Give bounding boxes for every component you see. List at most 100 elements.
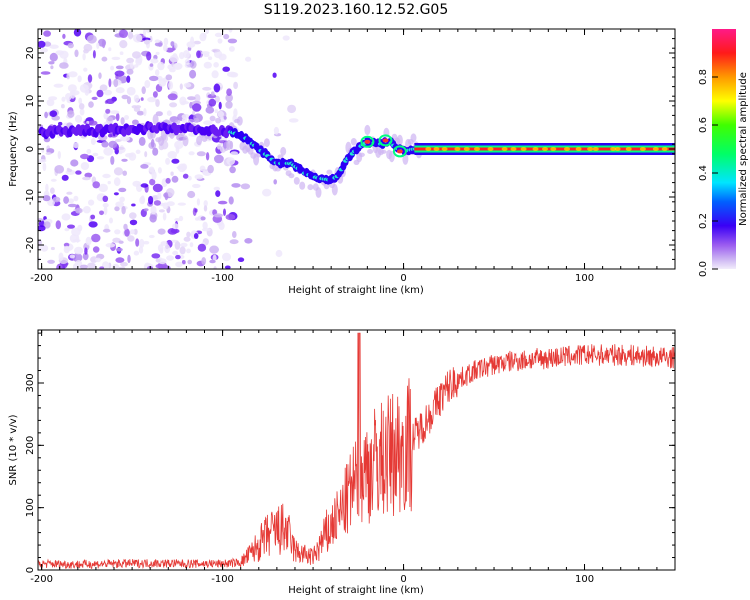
- ridge-halo: [215, 117, 222, 124]
- noise-speckle: [135, 149, 141, 154]
- noise-speckle: [74, 49, 79, 58]
- noise-speckle: [107, 180, 111, 185]
- noise-speckle: [163, 44, 168, 52]
- noise-speckle: [67, 224, 75, 229]
- noise-speckle: [79, 108, 85, 116]
- noise-speckle: [193, 40, 201, 45]
- noise-speckle: [120, 262, 128, 267]
- noise-speckle: [109, 110, 120, 115]
- noise-speckle: [174, 218, 181, 222]
- noise-speckle: [215, 190, 221, 198]
- noise-speckle: [182, 173, 189, 179]
- spectrogram-content: [38, 29, 675, 269]
- carrier-bead: [425, 147, 432, 151]
- noise-speckle: [92, 246, 100, 253]
- noise-speckle: [226, 88, 233, 96]
- noise-speckle: [228, 196, 234, 205]
- noise-speckle: [195, 217, 200, 221]
- noise-speckle: [228, 46, 235, 52]
- noise-speckle: [63, 245, 70, 254]
- ridge-halo: [358, 152, 365, 157]
- noise-speckle: [84, 172, 93, 178]
- noise-speckle: [149, 178, 156, 186]
- spectrogram-xtick-label: -200: [30, 273, 53, 284]
- noise-speckle: [143, 108, 147, 117]
- ridge-halo: [196, 135, 203, 146]
- noise-speckle: [189, 242, 194, 248]
- noise-speckle: [133, 250, 140, 256]
- noise-speckle: [133, 94, 140, 103]
- noise-speckle: [63, 242, 70, 247]
- noise-speckle: [157, 228, 166, 235]
- noise-speckle: [86, 149, 92, 154]
- snr-ylabel: SNR (10 * v/v): [8, 414, 19, 485]
- ridge-loop-core: [396, 149, 403, 154]
- noise-speckle: [73, 142, 80, 149]
- carrier-bead: [661, 147, 668, 151]
- colorbar-ticks: 0.0 0.2 0.4 0.6 0.8: [698, 69, 718, 277]
- noise-speckle: [129, 219, 138, 226]
- noise-speckle: [262, 188, 272, 197]
- noise-speckle: [87, 74, 93, 83]
- noise-speckle: [49, 52, 58, 62]
- ridge-halo: [182, 135, 189, 147]
- noise-speckle: [233, 108, 238, 118]
- noise-speckle: [38, 159, 47, 163]
- noise-speckle: [225, 100, 233, 109]
- noise-speckle: [175, 261, 183, 268]
- noise-speckle: [132, 119, 139, 125]
- colorbar-tick-label: 0.6: [698, 117, 709, 133]
- noise-speckle: [165, 177, 171, 184]
- ridge-halo: [326, 169, 333, 175]
- snr-xtick-label: 100: [575, 574, 594, 585]
- noise-speckle: [58, 121, 63, 126]
- carrier-bead: [441, 147, 448, 151]
- noise-speckle: [55, 220, 61, 230]
- noise-speckle: [43, 41, 52, 47]
- noise-speckle: [132, 33, 143, 43]
- noise-speckle: [167, 93, 178, 101]
- noise-speckle: [126, 75, 131, 83]
- noise-speckle: [214, 32, 223, 38]
- noise-speckle: [96, 156, 105, 160]
- noise-speckle: [133, 228, 138, 235]
- noise-speckle: [113, 167, 124, 176]
- carrier-bead: [501, 147, 508, 151]
- noise-speckle: [201, 257, 207, 265]
- noise-speckle: [142, 37, 151, 41]
- noise-speckle: [197, 243, 207, 252]
- carrier-bead: [510, 147, 517, 151]
- noise-speckle: [50, 187, 55, 194]
- noise-speckle: [73, 239, 81, 243]
- noise-speckle: [65, 93, 72, 101]
- noise-speckle: [42, 195, 51, 202]
- noise-speckle: [211, 70, 219, 79]
- noise-speckle: [168, 81, 174, 90]
- snr-ytick-label: 0: [25, 567, 36, 573]
- noise-speckle: [88, 199, 95, 206]
- noise-speckle: [118, 240, 124, 244]
- carrier-bead: [587, 147, 594, 151]
- noise-speckle: [155, 51, 160, 56]
- noise-speckle: [202, 221, 208, 230]
- spectrogram-ytick-label: 0: [25, 146, 36, 152]
- noise-speckle: [119, 196, 125, 203]
- noise-speckle: [90, 214, 96, 220]
- noise-speckle: [136, 111, 145, 115]
- ridge-loop-core: [382, 138, 389, 143]
- ridge-halo: [364, 124, 371, 136]
- noise-speckle: [144, 80, 151, 88]
- noise-speckle: [114, 29, 118, 33]
- noise-speckle: [96, 89, 104, 98]
- noise-speckle: [202, 86, 212, 91]
- noise-speckle: [172, 62, 183, 70]
- noise-speckle: [78, 97, 83, 105]
- noise-speckle: [217, 38, 223, 44]
- noise-speckle: [84, 88, 90, 96]
- noise-speckle: [186, 41, 196, 48]
- noise-speckle: [150, 138, 155, 148]
- noise-speckle: [227, 71, 237, 78]
- noise-speckle: [132, 51, 141, 59]
- noise-speckle: [144, 151, 148, 158]
